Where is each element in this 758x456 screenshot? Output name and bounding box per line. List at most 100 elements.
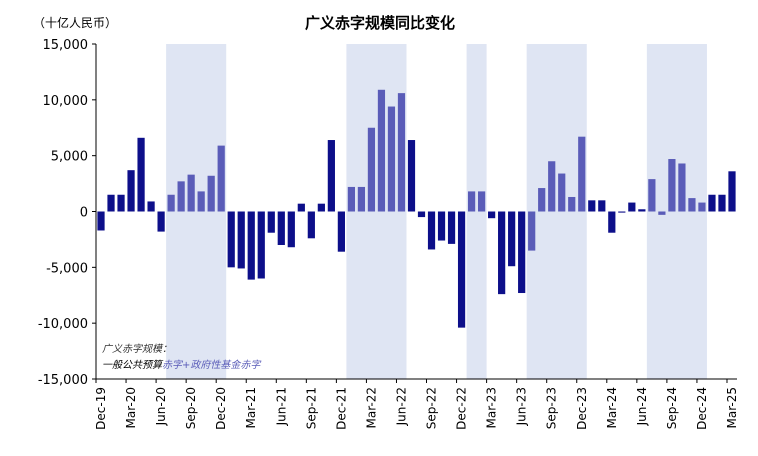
x-tick-label-Dec-20: Dec-20 [214,387,228,430]
bar-Jul-24 [648,179,656,212]
bar-Mar-25 [728,171,736,212]
bar-Apr-22 [377,89,386,212]
y-tick-label-0: 15,000 [43,38,89,53]
bar-Feb-23 [477,191,486,212]
bar-Oct-24 [678,163,686,212]
bar-Sep-20 [187,174,195,212]
bar-Jun-20 [157,211,165,232]
bar-Nov-20 [207,175,215,212]
bar-Mar-21 [247,211,255,280]
x-tick-label-Dec-22: Dec-22 [455,387,469,430]
note-part-fund: 赤字+政府性基金赤字 [162,359,262,371]
bar-Dec-19 [97,211,105,231]
x-tick-label-Dec-23: Dec-23 [575,387,589,430]
x-tick-label-Mar-21: Mar-21 [244,387,258,428]
bar-Feb-25 [718,194,726,212]
x-tick-labels: Dec-19 Mar-20 Jun-20 Sep-20 Dec-20 Mar-21 Jun-… [94,387,739,430]
bar-May-21 [267,211,275,233]
bar-May-20 [147,201,155,212]
bar-Oct-22 [437,211,446,241]
bar-Feb-21 [237,211,245,269]
shaded-period-5 [646,44,707,379]
bar-Dec-22 [457,211,466,328]
y-tick-label-1: 10,000 [43,94,89,109]
bar-Sep-23 [548,161,556,212]
bar-May-24 [628,202,636,212]
x-tick-label-Mar-20: Mar-20 [124,387,138,428]
shaded-period-4 [526,44,587,379]
x-tick-label-Mar-23: Mar-23 [485,387,499,428]
y-tick-labels: 15,000 10,000 5,000 0 -5,000 -10,000 -15,000 [38,38,88,388]
unit-label: （十亿人民币） [33,15,117,30]
bar-Jun-21 [277,211,285,245]
bar-Apr-20 [137,137,145,212]
y-tick-label-6: -15,000 [38,373,88,388]
bar-Aug-24 [658,211,666,215]
x-tick-label-Dec-19: Dec-19 [94,387,108,430]
bar-Sep-24 [668,159,676,212]
bar-Dec-23 [578,136,586,212]
x-tick-label-Dec-24: Dec-24 [695,387,709,430]
bar-Oct-23 [558,173,566,212]
x-tick-label-Sep-24: Sep-24 [665,387,679,429]
x-tick-label-Sep-22: Sep-22 [425,387,439,429]
x-tick-label-Jun-21: Jun-21 [274,387,288,426]
bar-Apr-23 [498,211,506,295]
bar-Apr-21 [257,211,265,279]
bar-Mar-20 [127,170,135,212]
bar-Mar-22 [367,127,376,212]
bar-Jul-23 [528,211,536,251]
bar-Sep-22 [427,211,436,250]
bar-Jan-25 [708,194,716,212]
bar-Aug-22 [417,211,426,218]
y-tick-label-2: 5,000 [51,150,88,165]
x-tick-label-Jun-20: Jun-20 [154,387,168,426]
bar-Jun-22 [397,93,406,212]
bar-Jan-22 [347,186,356,212]
bar-Dec-24 [698,202,706,212]
shaded-period-3 [466,44,487,379]
shaded-period-2 [346,44,407,379]
bar-May-22 [387,106,396,212]
bar-Aug-23 [538,188,546,212]
bar-Jan-20 [107,194,115,212]
x-tick-label-Sep-23: Sep-23 [545,387,559,429]
bar-Feb-22 [357,186,366,212]
bar-Mar-24 [608,211,616,233]
bar-Mar-23 [488,211,496,219]
bar-Jun-24 [638,209,646,212]
x-tick-label-Sep-20: Sep-20 [184,387,198,429]
y-tick-label-5: -10,000 [38,317,88,332]
bar-Nov-24 [688,198,696,212]
bar-Feb-20 [117,194,125,212]
bar-Aug-20 [177,181,185,212]
x-tick-label-Mar-22: Mar-22 [364,387,378,428]
x-tick-label-Jun-23: Jun-23 [515,387,529,426]
bar-Apr-24 [618,211,626,213]
bar-Nov-23 [568,196,576,212]
bar-Oct-21 [317,203,325,212]
note-line-1: 广义赤字规模： [102,343,172,355]
bar-Jan-24 [588,200,596,212]
x-tick-label-Mar-25: Mar-25 [725,387,739,428]
bars-group [97,89,736,328]
bar-Dec-20 [217,145,225,212]
y-tick-label-3: 0 [80,206,88,221]
x-tick-label-Dec-21: Dec-21 [334,387,348,430]
x-tick-label-Jun-22: Jun-22 [394,387,408,426]
bar-Sep-21 [307,211,315,239]
y-tick-label-4: -5,000 [46,261,88,276]
note-part-budget: 一般公共预算 [102,359,164,371]
note-line-2: 一般公共预算赤字+政府性基金赤字 [102,359,262,371]
bar-Oct-20 [197,191,205,212]
bar-Nov-21 [327,140,335,212]
axes-group [92,43,737,383]
chart-title: 广义赤字规模同比变化 [305,14,455,32]
bar-Jun-23 [518,211,526,294]
x-tick-label-Sep-21: Sep-21 [304,387,318,429]
shaded-period-1 [166,44,227,379]
bar-Jan-21 [227,211,235,268]
x-tick-label-Jun-24: Jun-24 [635,387,649,426]
x-tick-label-Mar-24: Mar-24 [605,387,619,428]
bar-Jan-23 [467,191,476,212]
